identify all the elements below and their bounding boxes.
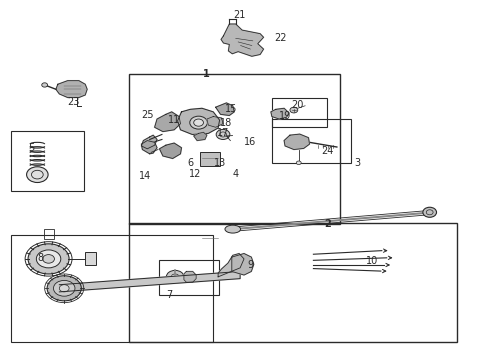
Text: 15: 15 [225,104,238,114]
Circle shape [216,130,230,139]
Bar [85,252,96,265]
Circle shape [290,107,298,113]
Polygon shape [184,271,196,282]
Text: 10: 10 [366,256,378,266]
Text: 24: 24 [321,145,333,156]
Polygon shape [284,134,310,149]
Text: 7: 7 [166,291,172,301]
Circle shape [296,161,301,165]
Text: 20: 20 [292,100,304,111]
Text: 5: 5 [28,143,34,153]
Circle shape [43,255,54,263]
Text: 17: 17 [217,129,229,138]
Bar [200,152,220,166]
Polygon shape [56,81,87,98]
Text: 6: 6 [187,158,194,168]
Text: 16: 16 [244,138,256,147]
Polygon shape [232,253,254,275]
Text: 8: 8 [38,253,44,263]
Text: 19: 19 [279,111,291,121]
Polygon shape [218,253,244,277]
Polygon shape [271,108,289,119]
Circle shape [28,244,69,274]
Text: 23: 23 [67,97,79,107]
Polygon shape [155,112,180,132]
Bar [11,235,213,342]
Bar [159,260,219,296]
Circle shape [53,280,75,296]
Bar [11,131,84,192]
Polygon shape [216,103,234,116]
Polygon shape [207,117,223,127]
Circle shape [42,83,48,87]
Text: 22: 22 [274,33,287,43]
Circle shape [190,116,207,129]
Bar [272,119,351,163]
Polygon shape [177,108,220,134]
Bar [44,229,54,239]
Text: 18: 18 [220,118,233,128]
Bar [129,74,340,224]
Polygon shape [142,140,157,154]
Text: 11: 11 [168,115,180,125]
Circle shape [26,167,48,183]
Text: 13: 13 [214,158,226,168]
Text: 21: 21 [233,10,245,20]
Text: 12: 12 [189,168,201,179]
Polygon shape [194,132,207,140]
Text: 3: 3 [354,158,361,168]
Bar [129,223,457,342]
Circle shape [36,250,61,268]
Text: 2: 2 [325,219,331,229]
Circle shape [423,207,437,217]
Circle shape [166,270,184,283]
Circle shape [239,261,249,268]
Circle shape [59,285,69,292]
Circle shape [194,119,203,126]
Circle shape [47,276,81,301]
Text: 14: 14 [139,171,151,181]
Polygon shape [142,135,157,149]
Ellipse shape [225,225,241,233]
Polygon shape [159,143,181,158]
Bar [272,98,327,127]
Text: 25: 25 [141,111,153,121]
Circle shape [171,274,179,280]
Polygon shape [221,24,264,56]
Polygon shape [59,271,240,292]
Text: 1: 1 [202,69,209,79]
Text: 9: 9 [248,260,254,270]
Text: 4: 4 [232,168,238,179]
